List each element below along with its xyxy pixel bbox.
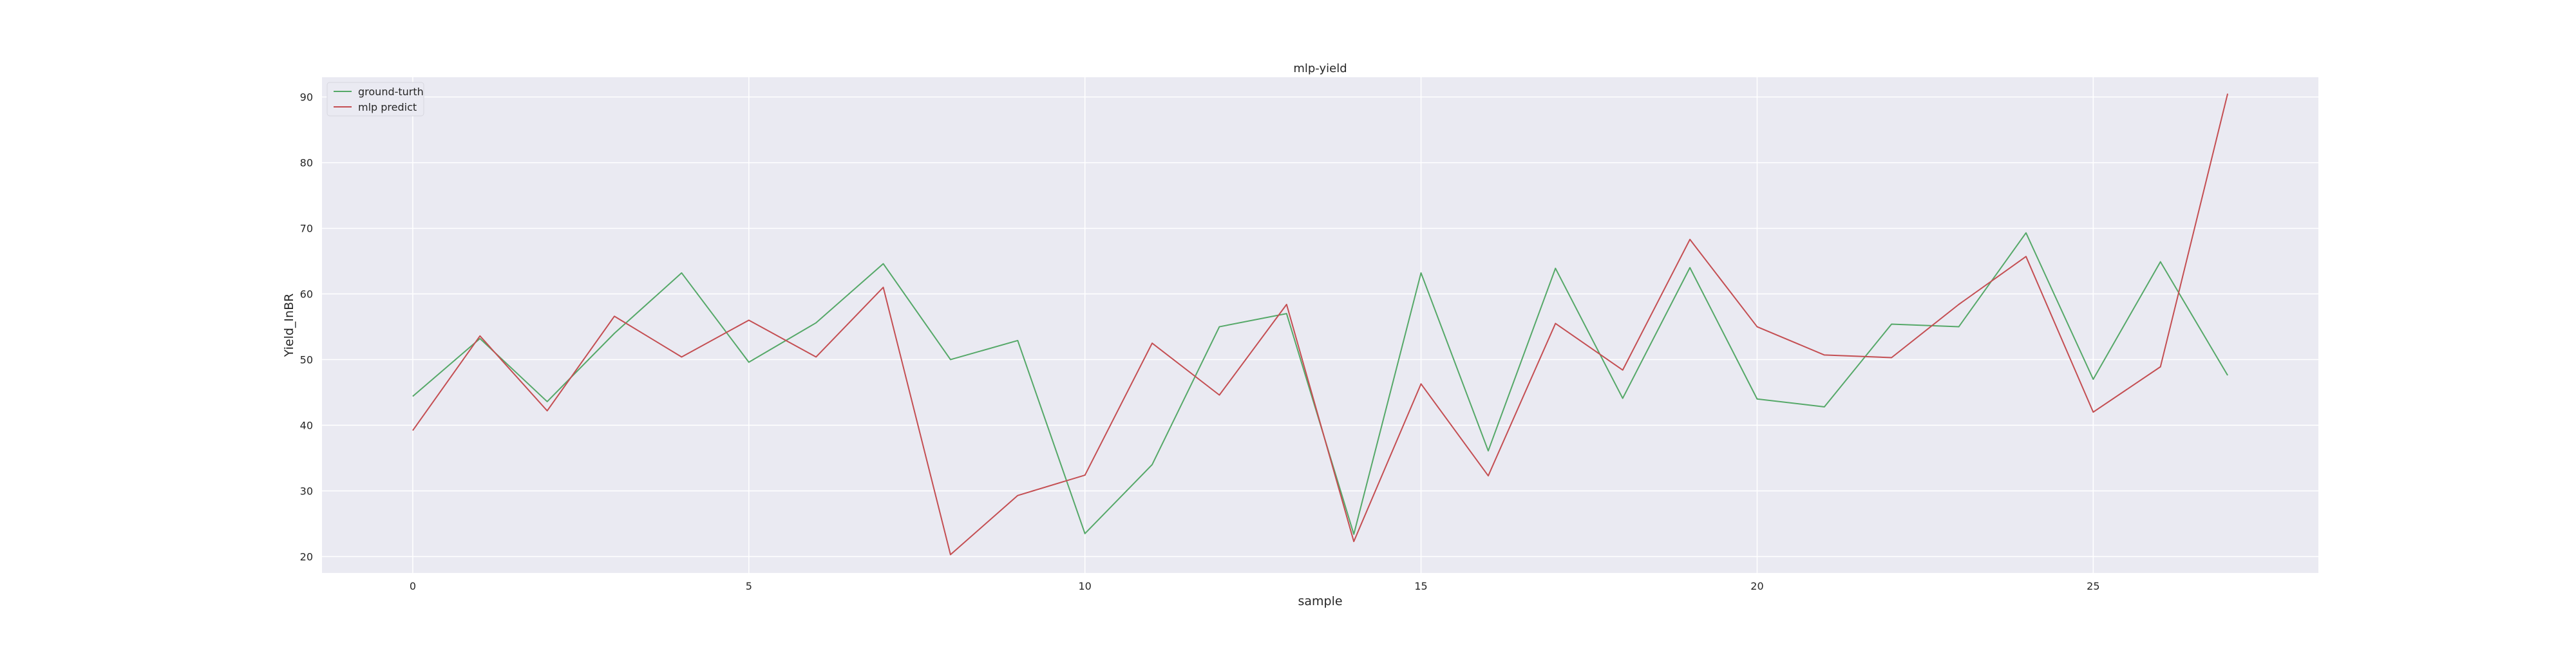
- legend: ground-turth mlp predict: [327, 82, 424, 116]
- y-axis-label: Yield_InBR: [282, 294, 296, 358]
- chart-title: mlp-yield: [1293, 62, 1347, 75]
- x-tick-label: 20: [1750, 580, 1763, 592]
- x-tick-label: 25: [2087, 580, 2099, 592]
- y-tick-label: 70: [300, 223, 313, 235]
- legend-label-mlp-predict: mlp predict: [358, 101, 417, 113]
- x-tick-label: 10: [1079, 580, 1092, 592]
- plot-area: [322, 77, 2318, 573]
- y-tick-label: 90: [300, 91, 313, 104]
- y-tick-label: 80: [300, 157, 313, 169]
- y-tick-label: 50: [300, 354, 313, 366]
- legend-label-ground-turth: ground-turth: [358, 86, 424, 98]
- y-tick-label: 40: [300, 420, 313, 432]
- x-tick-label: 15: [1414, 580, 1427, 592]
- x-tick-label: 5: [746, 580, 752, 592]
- x-axis-label: sample: [1298, 594, 1342, 608]
- y-tick-label: 30: [300, 485, 313, 498]
- x-tick-label: 0: [410, 580, 416, 592]
- y-tick-label: 20: [300, 551, 313, 563]
- y-tick-label: 60: [300, 288, 313, 301]
